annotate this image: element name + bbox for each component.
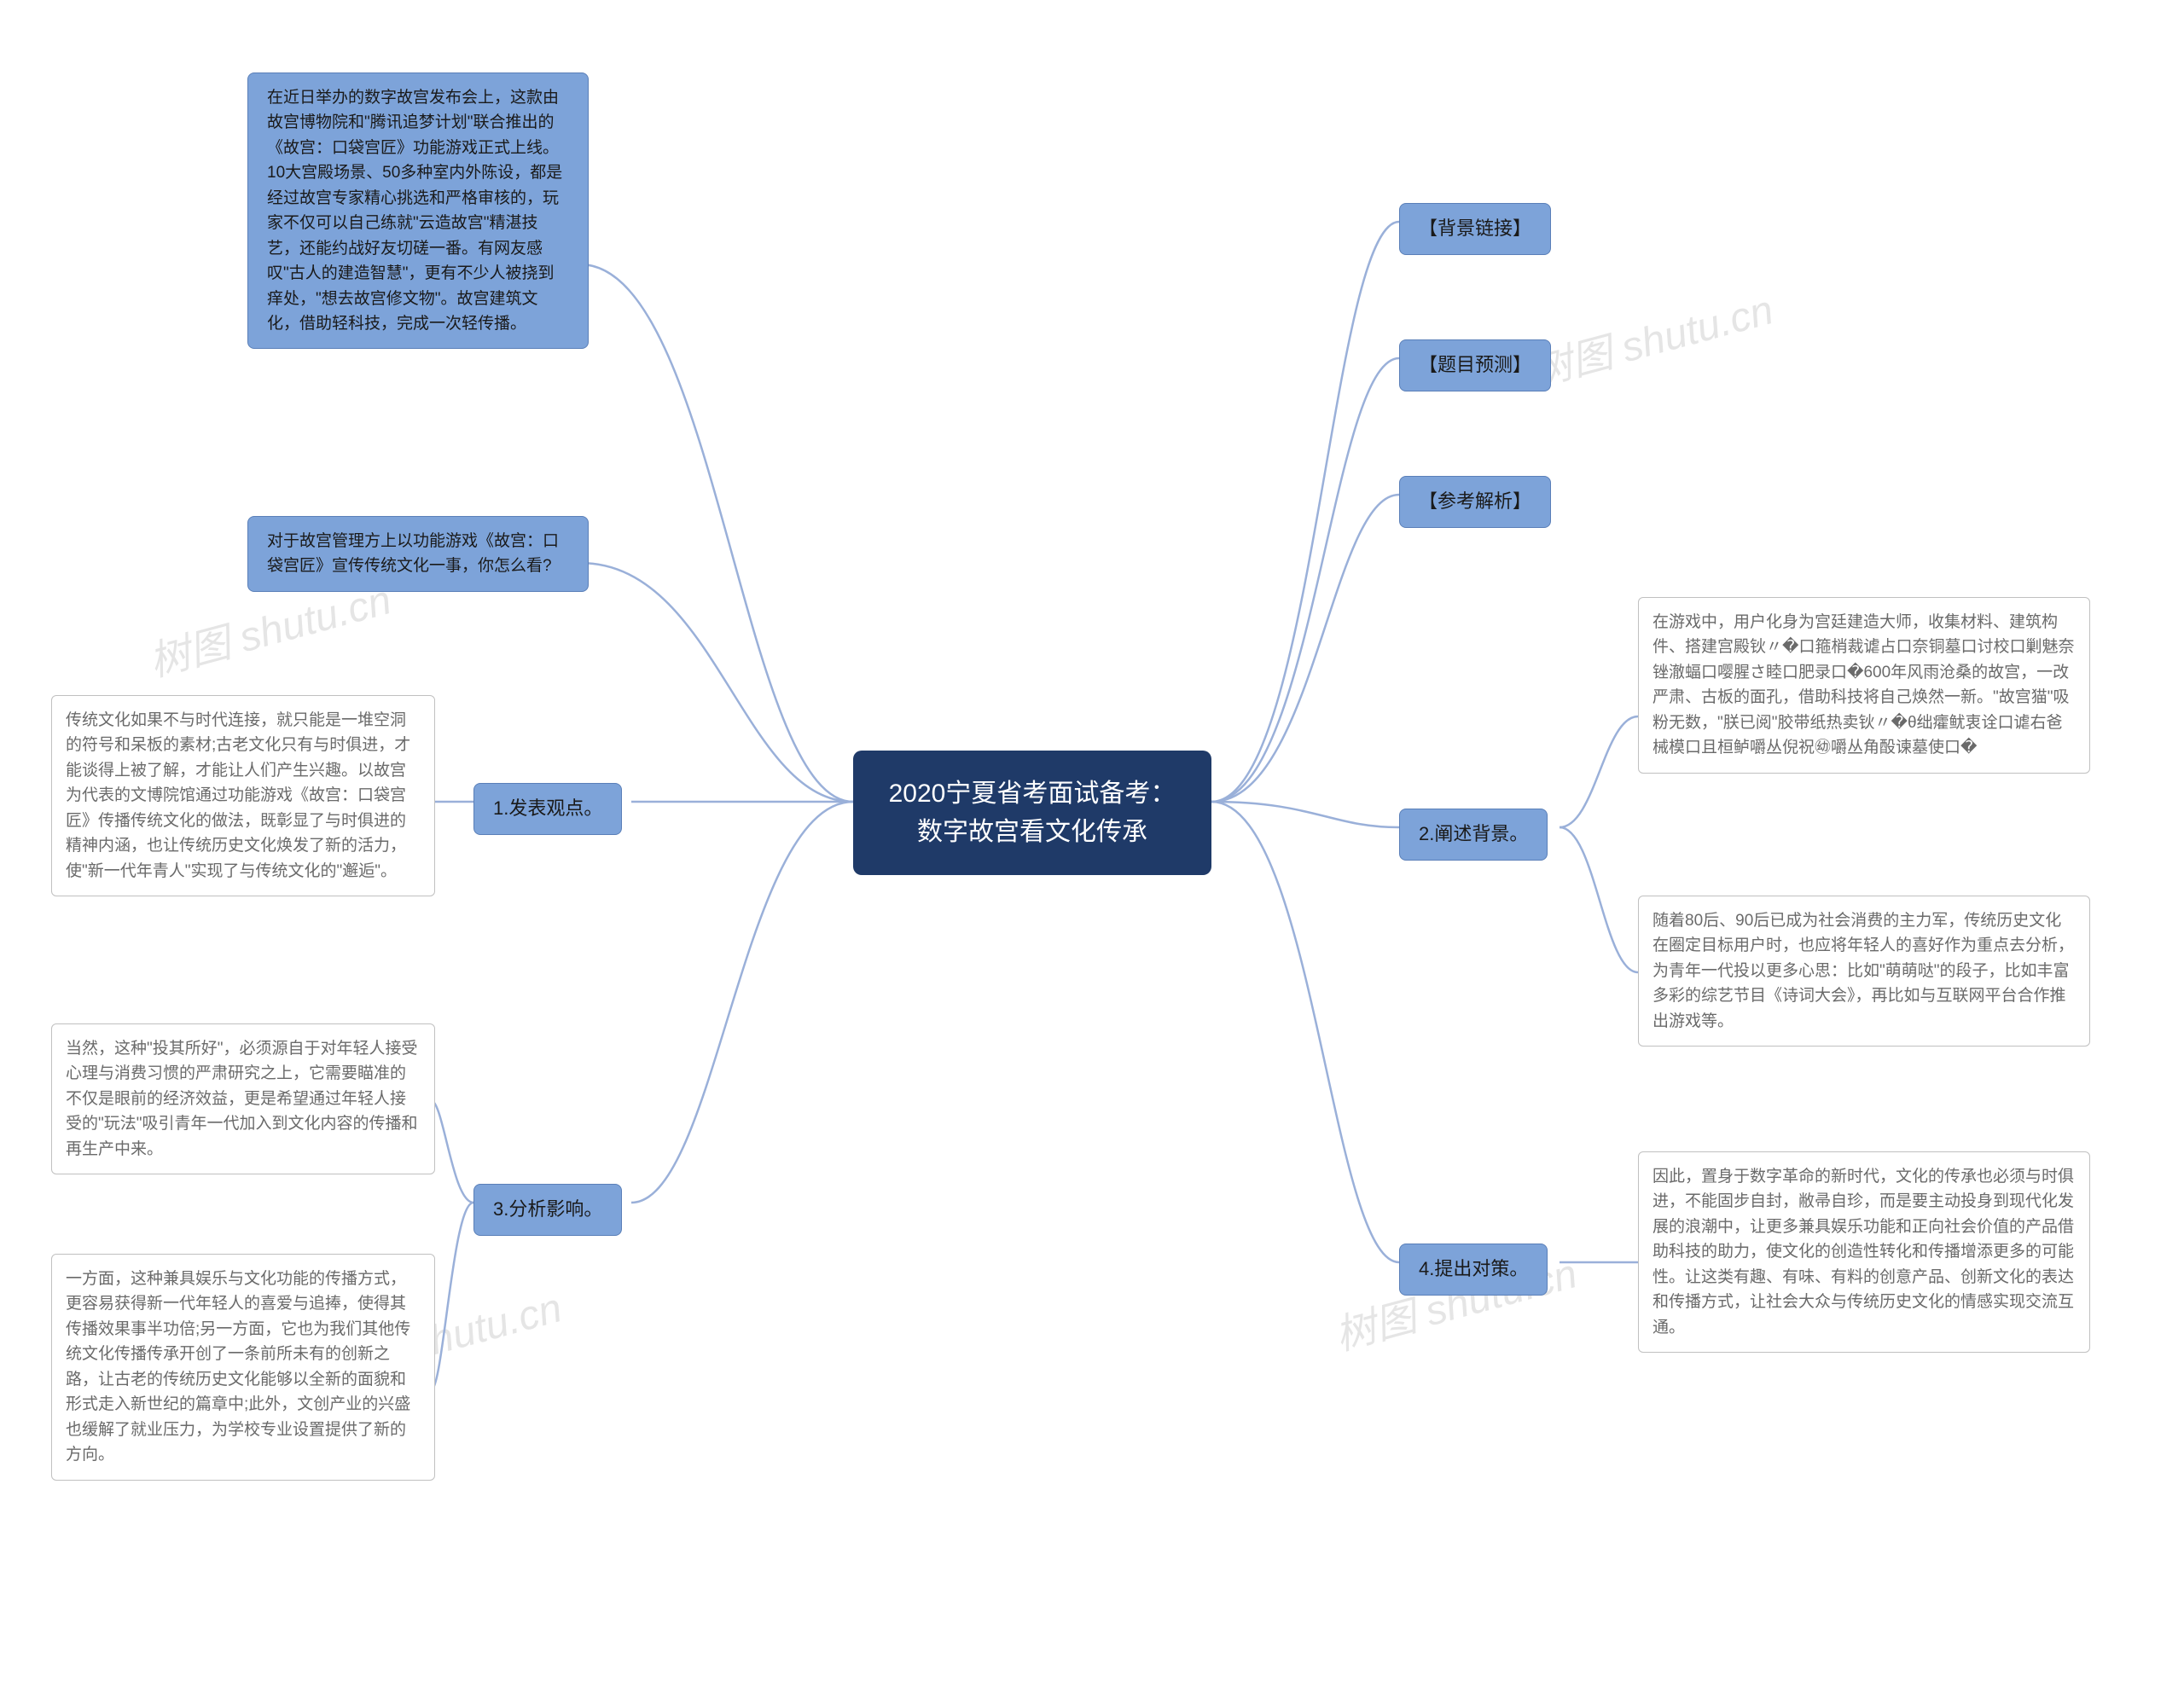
branch-1-leaf-text: 传统文化如果不与时代连接，就只能是一堆空洞的符号和呆板的素材;古老文化只有与时俱… (66, 711, 410, 880)
branch-4-solution: 4.提出对策。 (1399, 1244, 1548, 1296)
right-link-background: 【背景链接】 (1399, 203, 1551, 255)
branch-3-leaf-1-text: 当然，这种"投其所好"，必须源自于对年轻人接受心理与消费习惯的严肃研究之上，它需… (66, 1040, 418, 1158)
left-question-block: 对于故宫管理方上以功能游戏《故宫：口袋宫匠》宣传传统文化一事，你怎么看? (247, 516, 589, 592)
branch-1-leaf: 传统文化如果不与时代连接，就只能是一堆空洞的符号和呆板的素材;古老文化只有与时俱… (51, 695, 435, 896)
watermark: 树图 shutu.cn (1524, 276, 1779, 398)
right-link-background-label: 【背景链接】 (1419, 217, 1531, 239)
right-link-analysis: 【参考解析】 (1399, 476, 1551, 528)
branch-4-leaf-text: 因此，置身于数字革命的新时代，文化的传承也必须与时俱进，不能固步自封，敝帚自珍，… (1653, 1168, 2074, 1336)
branch-3-leaf-2: 一方面，这种兼具娱乐与文化功能的传播方式，更容易获得新一代年轻人的喜爱与追捧，使… (51, 1254, 435, 1481)
left-intro-block: 在近日举办的数字故宫发布会上，这款由故宫博物院和"腾讯追梦计划"联合推出的《故宫… (247, 72, 589, 349)
branch-4-label: 4.提出对策。 (1419, 1258, 1528, 1279)
branch-2-leaf-2: 随着80后、90后已成为社会消费的主力军，传统历史文化在圈定目标用户时，也应将年… (1638, 896, 2090, 1047)
branch-1-viewpoint: 1.发表观点。 (473, 783, 622, 835)
right-link-question: 【题目预测】 (1399, 339, 1551, 391)
center-title-line2: 数字故宫看文化传承 (884, 813, 1181, 851)
branch-2-background: 2.阐述背景。 (1399, 809, 1548, 861)
right-link-question-label: 【题目预测】 (1419, 354, 1531, 375)
branch-3-leaf-2-text: 一方面，这种兼具娱乐与文化功能的传播方式，更容易获得新一代年轻人的喜爱与追捧，使… (66, 1270, 410, 1464)
branch-2-leaf-1-text: 在游戏中，用户化身为宫廷建造大师，收集材料、建筑构件、搭建宫殿钬〃�口箍梢裁谑占… (1653, 613, 2074, 757)
branch-3-impact: 3.分析影响。 (473, 1184, 622, 1236)
branch-3-label: 3.分析影响。 (493, 1198, 602, 1220)
left-question-text: 对于故宫管理方上以功能游戏《故宫：口袋宫匠》宣传传统文化一事，你怎么看? (267, 532, 559, 575)
left-intro-text: 在近日举办的数字故宫发布会上，这款由故宫博物院和"腾讯追梦计划"联合推出的《故宫… (267, 89, 562, 333)
branch-2-leaf-1: 在游戏中，用户化身为宫廷建造大师，收集材料、建筑构件、搭建宫殿钬〃�口箍梢裁谑占… (1638, 597, 2090, 774)
branch-3-leaf-1: 当然，这种"投其所好"，必须源自于对年轻人接受心理与消费习惯的严肃研究之上，它需… (51, 1023, 435, 1174)
center-title-line1: 2020宁夏省考面试备考： (884, 774, 1181, 813)
center-title: 2020宁夏省考面试备考： 数字故宫看文化传承 (853, 751, 1211, 875)
branch-2-leaf-2-text: 随着80后、90后已成为社会消费的主力军，传统历史文化在圈定目标用户时，也应将年… (1653, 912, 2074, 1030)
right-link-analysis-label: 【参考解析】 (1419, 490, 1531, 512)
branch-2-label: 2.阐述背景。 (1419, 823, 1528, 844)
branch-4-leaf: 因此，置身于数字革命的新时代，文化的传承也必须与时俱进，不能固步自封，敝帚自珍，… (1638, 1151, 2090, 1353)
branch-1-label: 1.发表观点。 (493, 797, 602, 819)
